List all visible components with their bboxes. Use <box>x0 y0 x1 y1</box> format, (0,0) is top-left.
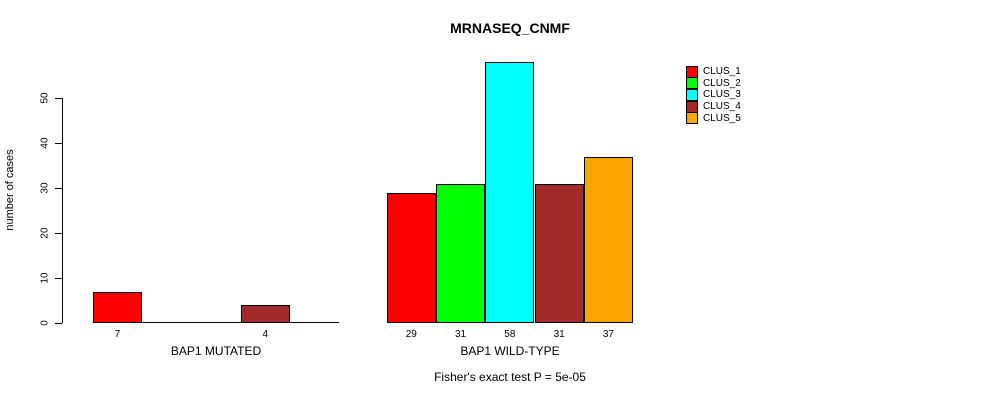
bar-CLUS_1 <box>386 192 436 323</box>
y-axis-line <box>62 98 63 323</box>
legend-swatch <box>686 77 698 90</box>
legend-item: CLUS_4 <box>686 100 741 113</box>
y-tick-label: 10 <box>39 272 51 284</box>
fisher-test-annotation: Fisher's exact test P = 5e-05 <box>434 370 586 384</box>
legend-item: CLUS_5 <box>686 112 741 125</box>
zero-height-bar <box>191 322 241 323</box>
y-tick-label: 50 <box>39 92 51 104</box>
zero-height-bar <box>142 322 192 323</box>
chart-title: MRNASEQ_CNMF <box>450 20 570 36</box>
bar-value-label: 58 <box>504 329 516 340</box>
y-tick-label: 20 <box>39 227 51 239</box>
y-tick <box>55 323 62 324</box>
y-tick <box>55 278 62 279</box>
legend-swatch <box>686 88 698 101</box>
bar-value-label: 7 <box>114 329 121 340</box>
legend-label: CLUS_2 <box>703 77 741 89</box>
bar-value-label: 31 <box>454 329 467 340</box>
legend-item: CLUS_2 <box>686 77 741 90</box>
legend-label: CLUS_5 <box>703 112 741 124</box>
bar-CLUS_3 <box>485 62 535 323</box>
zero-height-bar <box>289 322 340 323</box>
legend: CLUS_1 CLUS_2 CLUS_3 CLUS_4 CLUS_5 <box>686 65 741 125</box>
legend-swatch <box>686 65 698 78</box>
y-tick <box>55 188 62 189</box>
y-axis-label: number of cases <box>4 149 16 231</box>
group-label-bap1-mutated: BAP1 MUTATED <box>170 344 262 358</box>
bar-CLUS_2 <box>435 183 486 323</box>
legend-item: CLUS_3 <box>686 88 741 101</box>
legend-swatch <box>686 100 698 113</box>
y-tick <box>55 98 62 99</box>
legend-label: CLUS_4 <box>703 101 741 113</box>
y-tick-label: 40 <box>39 137 51 149</box>
bar-CLUS_5 <box>583 156 634 323</box>
legend-swatch <box>686 112 698 125</box>
bar-CLUS_1 <box>92 291 142 323</box>
bar-value-label: 29 <box>405 329 417 340</box>
y-tick <box>55 143 62 144</box>
y-tick-label: 0 <box>39 320 51 326</box>
bar-value-label: 4 <box>262 329 269 340</box>
y-tick <box>55 233 62 234</box>
legend-item: CLUS_1 <box>686 65 741 78</box>
group-label-bap1-wild-type: BAP1 WILD-TYPE <box>460 344 560 358</box>
bar-value-label: 37 <box>602 329 614 340</box>
y-tick-label: 30 <box>39 182 51 194</box>
bar-CLUS_4 <box>534 183 584 323</box>
bar-value-label: 31 <box>553 329 565 340</box>
legend-label: CLUS_3 <box>703 89 741 101</box>
legend-label: CLUS_1 <box>703 66 741 78</box>
bar-CLUS_4 <box>240 305 290 323</box>
